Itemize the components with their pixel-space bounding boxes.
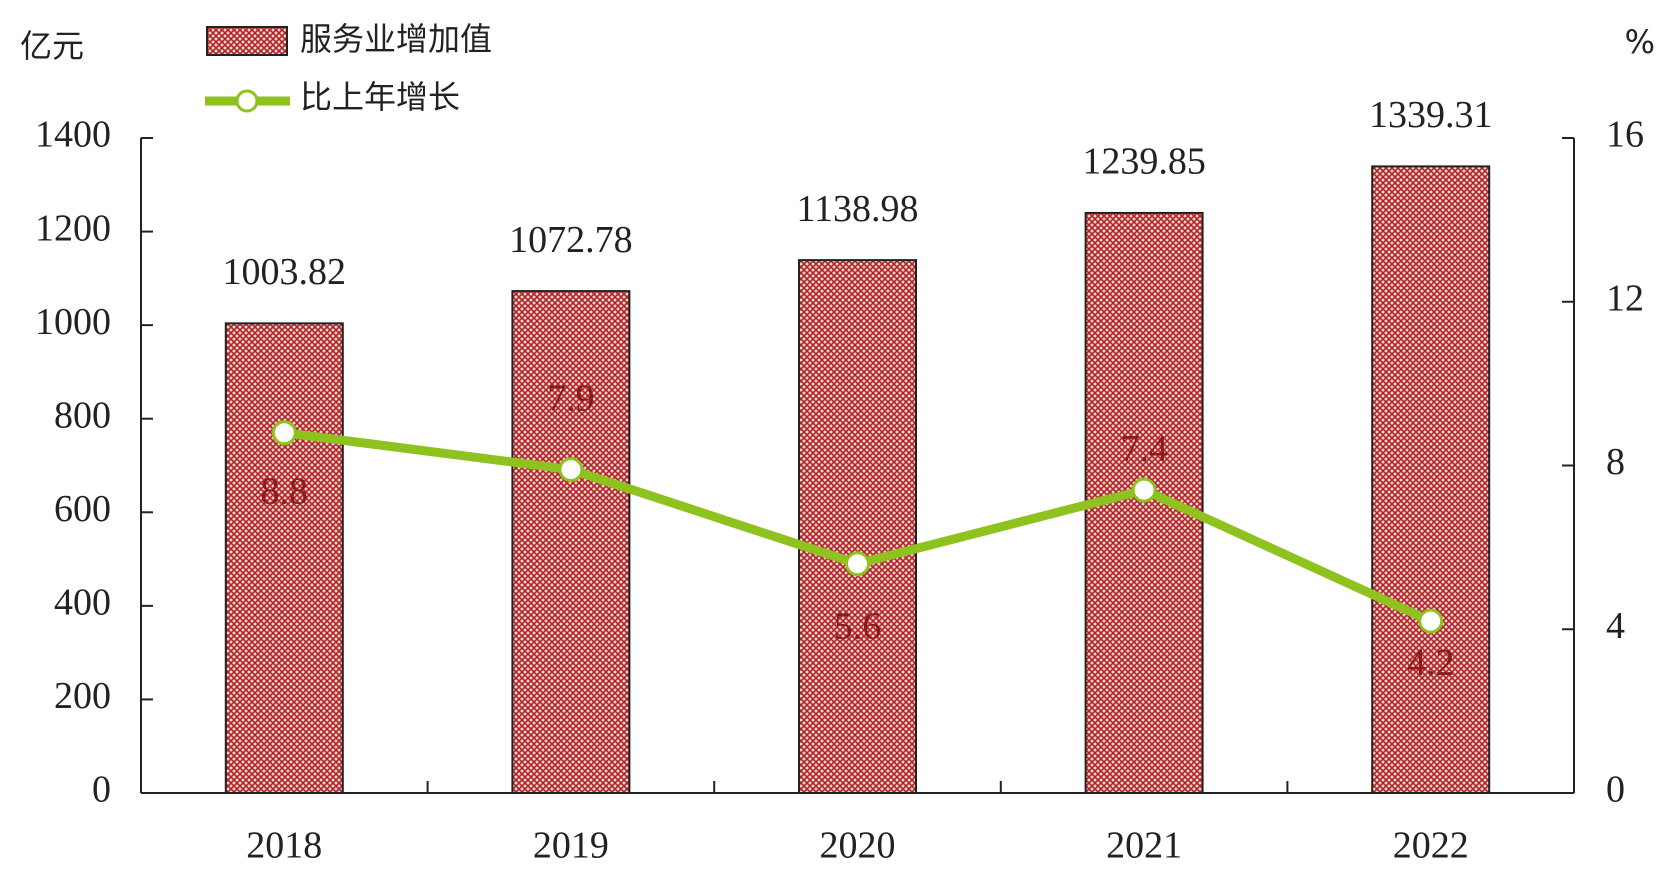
legend-label: 比上年增长 <box>300 78 460 116</box>
y-unit: 亿元 <box>20 27 84 65</box>
y-tick-label: 800 <box>54 394 111 436</box>
x-tick-label: 2020 <box>820 825 896 867</box>
y-tick-label: 1200 <box>35 207 111 249</box>
y-tick-label: 0 <box>92 769 111 811</box>
x-tick-label: 2019 <box>533 825 609 867</box>
y-tick-label: 1000 <box>35 301 111 343</box>
y2-tick-label: 0 <box>1606 769 1625 811</box>
bar <box>1371 165 1491 795</box>
bar-value-label: 1339.31 <box>1369 94 1493 136</box>
line-value-label: 8.8 <box>261 470 309 512</box>
line-marker <box>1131 477 1157 503</box>
bar <box>798 259 917 794</box>
line-marker <box>558 457 584 483</box>
line-marker <box>845 551 870 577</box>
bar <box>511 290 631 794</box>
y2-unit: % <box>1625 23 1655 61</box>
x-tick-label: 2018 <box>246 825 322 867</box>
y2-tick-label: 16 <box>1606 114 1644 156</box>
legend-swatch <box>206 26 288 56</box>
legend-label: 服务业增加值 <box>300 20 492 58</box>
line-marker <box>1418 608 1444 634</box>
bar-value-label: 1239.85 <box>1082 141 1206 183</box>
y2-tick-label: 12 <box>1606 277 1644 319</box>
y-tick-label: 400 <box>54 582 111 624</box>
legend-marker <box>235 89 259 113</box>
y2-tick-label: 8 <box>1606 441 1625 483</box>
line-marker <box>271 420 297 446</box>
bar-value-label: 1072.78 <box>509 219 633 261</box>
line-value-label: 5.6 <box>834 605 882 647</box>
bar-value-label: 1003.82 <box>223 251 347 293</box>
line-value-label: 4.2 <box>1407 642 1455 684</box>
y-tick-label: 600 <box>54 488 111 530</box>
bar-value-label: 1138.98 <box>796 188 918 230</box>
y2-tick-label: 4 <box>1606 605 1625 647</box>
line-value-label: 7.4 <box>1120 428 1168 470</box>
x-tick-label: 2021 <box>1106 825 1182 867</box>
x-tick-label: 2022 <box>1393 825 1469 867</box>
y-tick-label: 1400 <box>35 114 111 156</box>
y-tick-label: 200 <box>54 675 111 717</box>
bar <box>224 322 344 794</box>
line-value-label: 7.9 <box>547 377 595 419</box>
